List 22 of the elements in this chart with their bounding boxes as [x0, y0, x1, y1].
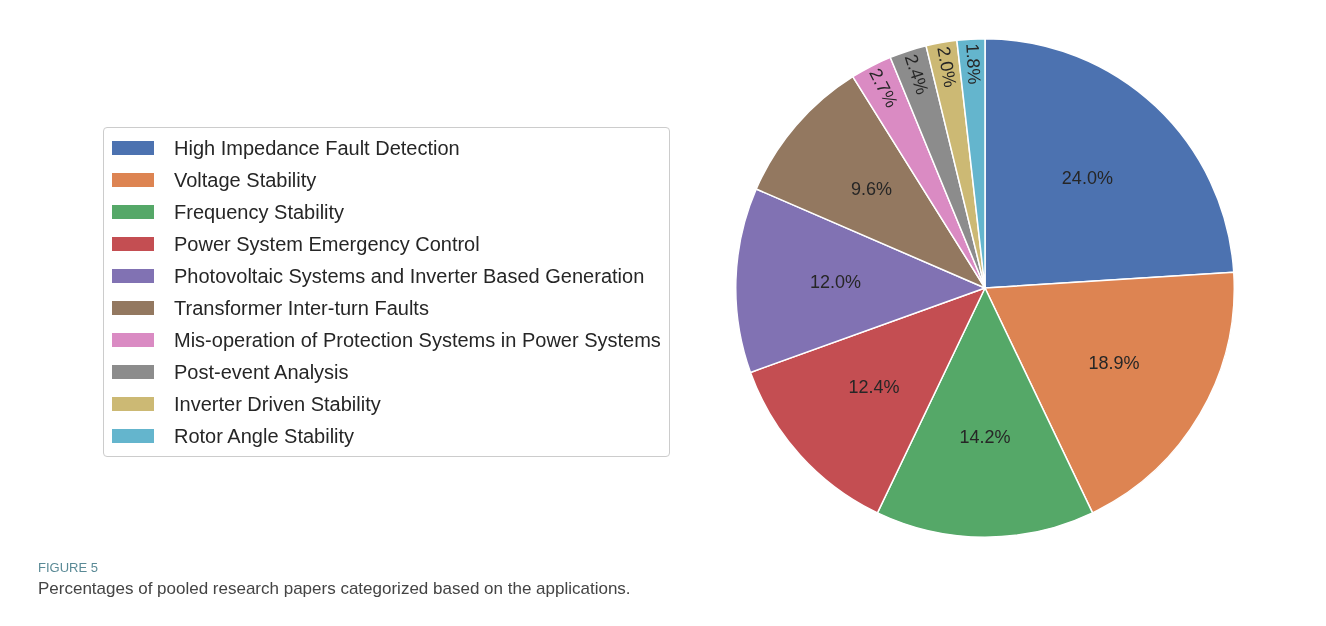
data-label: 12.0%: [810, 272, 862, 293]
legend-label: Inverter Driven Stability: [174, 392, 381, 416]
data-label: 24.0%: [1061, 167, 1113, 188]
data-label: 14.2%: [959, 426, 1011, 447]
legend-label: Rotor Angle Stability: [174, 424, 355, 448]
legend-label: Mis-operation of Protection Systems in Power Systems: [174, 328, 661, 352]
legend-label: Power System Emergency Control: [174, 232, 480, 256]
data-label: 1.8%: [962, 42, 985, 86]
legend-label: Frequency Stability: [174, 200, 345, 224]
legend-label: High Impedance Fault Detection: [174, 136, 460, 160]
legend-label: Voltage Stability: [174, 168, 317, 192]
data-label: 2.0%: [933, 45, 961, 89]
legend-label: Transformer Inter-turn Faults: [174, 296, 429, 320]
data-label: 9.6%: [851, 179, 893, 200]
legend-label: Post-event Analysis: [174, 360, 349, 384]
legend-label: Photovoltaic Systems and Inverter Based Generation: [174, 264, 645, 288]
text: Percentages of pooled research papers categorized based on the applications.: [38, 579, 632, 599]
caption: FIGURE 5: [38, 560, 99, 575]
data-label: 2.4%: [900, 51, 933, 97]
data-label: 12.4%: [848, 377, 900, 398]
data-label: 18.9%: [1088, 352, 1140, 373]
data-label: 2.7%: [865, 65, 902, 111]
